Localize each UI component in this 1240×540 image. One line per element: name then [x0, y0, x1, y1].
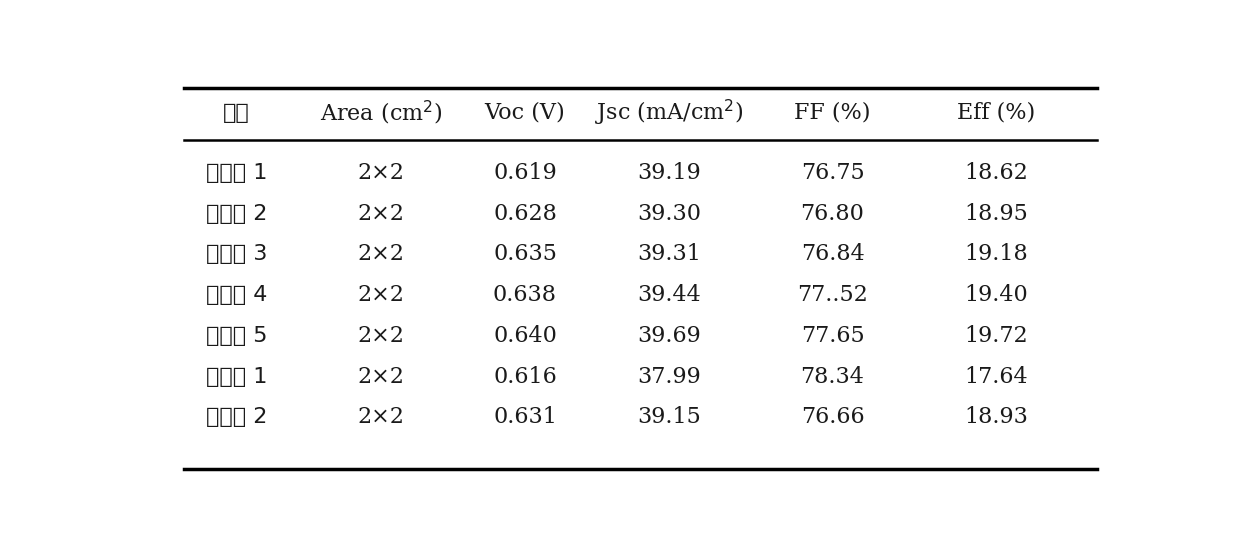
Text: 77.65: 77.65 — [801, 325, 864, 347]
Text: 2×2: 2×2 — [357, 244, 404, 265]
Text: 2×2: 2×2 — [357, 162, 404, 184]
Text: 39.19: 39.19 — [637, 162, 701, 184]
Text: 39.15: 39.15 — [637, 407, 701, 428]
Text: 2×2: 2×2 — [357, 407, 404, 428]
Text: 0.619: 0.619 — [494, 162, 557, 184]
Text: 76.75: 76.75 — [801, 162, 864, 184]
Text: 实施例 4: 实施例 4 — [206, 285, 268, 305]
Text: 序号: 序号 — [223, 103, 250, 123]
Text: 0.640: 0.640 — [494, 325, 557, 347]
Text: 39.31: 39.31 — [637, 244, 701, 265]
Text: 实施例 5: 实施例 5 — [206, 326, 268, 346]
Text: Eff (%): Eff (%) — [957, 102, 1035, 124]
Text: 0.635: 0.635 — [494, 244, 557, 265]
Text: Jsc (mA/cm$^2$): Jsc (mA/cm$^2$) — [595, 98, 743, 128]
Text: 78.34: 78.34 — [801, 366, 864, 388]
Text: 0.616: 0.616 — [494, 366, 557, 388]
Text: Area (cm$^2$): Area (cm$^2$) — [320, 98, 441, 127]
Text: 76.66: 76.66 — [801, 407, 864, 428]
Text: 19.18: 19.18 — [963, 244, 1028, 265]
Text: 2×2: 2×2 — [357, 202, 404, 225]
Text: 77..52: 77..52 — [797, 284, 868, 306]
Text: 18.95: 18.95 — [963, 202, 1028, 225]
Text: 2×2: 2×2 — [357, 325, 404, 347]
Text: 37.99: 37.99 — [637, 366, 701, 388]
Text: 实施例 3: 实施例 3 — [206, 245, 268, 265]
Text: 实施例 1: 实施例 1 — [206, 163, 268, 183]
Text: 39.30: 39.30 — [637, 202, 701, 225]
Text: 实施例 2: 实施例 2 — [206, 204, 268, 224]
Text: FF (%): FF (%) — [795, 102, 870, 124]
Text: 对比例 2: 对比例 2 — [206, 407, 268, 427]
Text: 19.72: 19.72 — [963, 325, 1028, 347]
Text: 76.80: 76.80 — [801, 202, 864, 225]
Text: 39.44: 39.44 — [637, 284, 701, 306]
Text: 2×2: 2×2 — [357, 284, 404, 306]
Text: 76.84: 76.84 — [801, 244, 864, 265]
Text: 19.40: 19.40 — [963, 284, 1028, 306]
Text: 对比例 1: 对比例 1 — [206, 367, 268, 387]
Text: 0.628: 0.628 — [494, 202, 557, 225]
Text: 39.69: 39.69 — [637, 325, 701, 347]
Text: 0.631: 0.631 — [494, 407, 557, 428]
Text: 18.62: 18.62 — [963, 162, 1028, 184]
Text: 0.638: 0.638 — [494, 284, 557, 306]
Text: Voc (V): Voc (V) — [485, 102, 565, 124]
Text: 2×2: 2×2 — [357, 366, 404, 388]
Text: 17.64: 17.64 — [963, 366, 1028, 388]
Text: 18.93: 18.93 — [963, 407, 1028, 428]
